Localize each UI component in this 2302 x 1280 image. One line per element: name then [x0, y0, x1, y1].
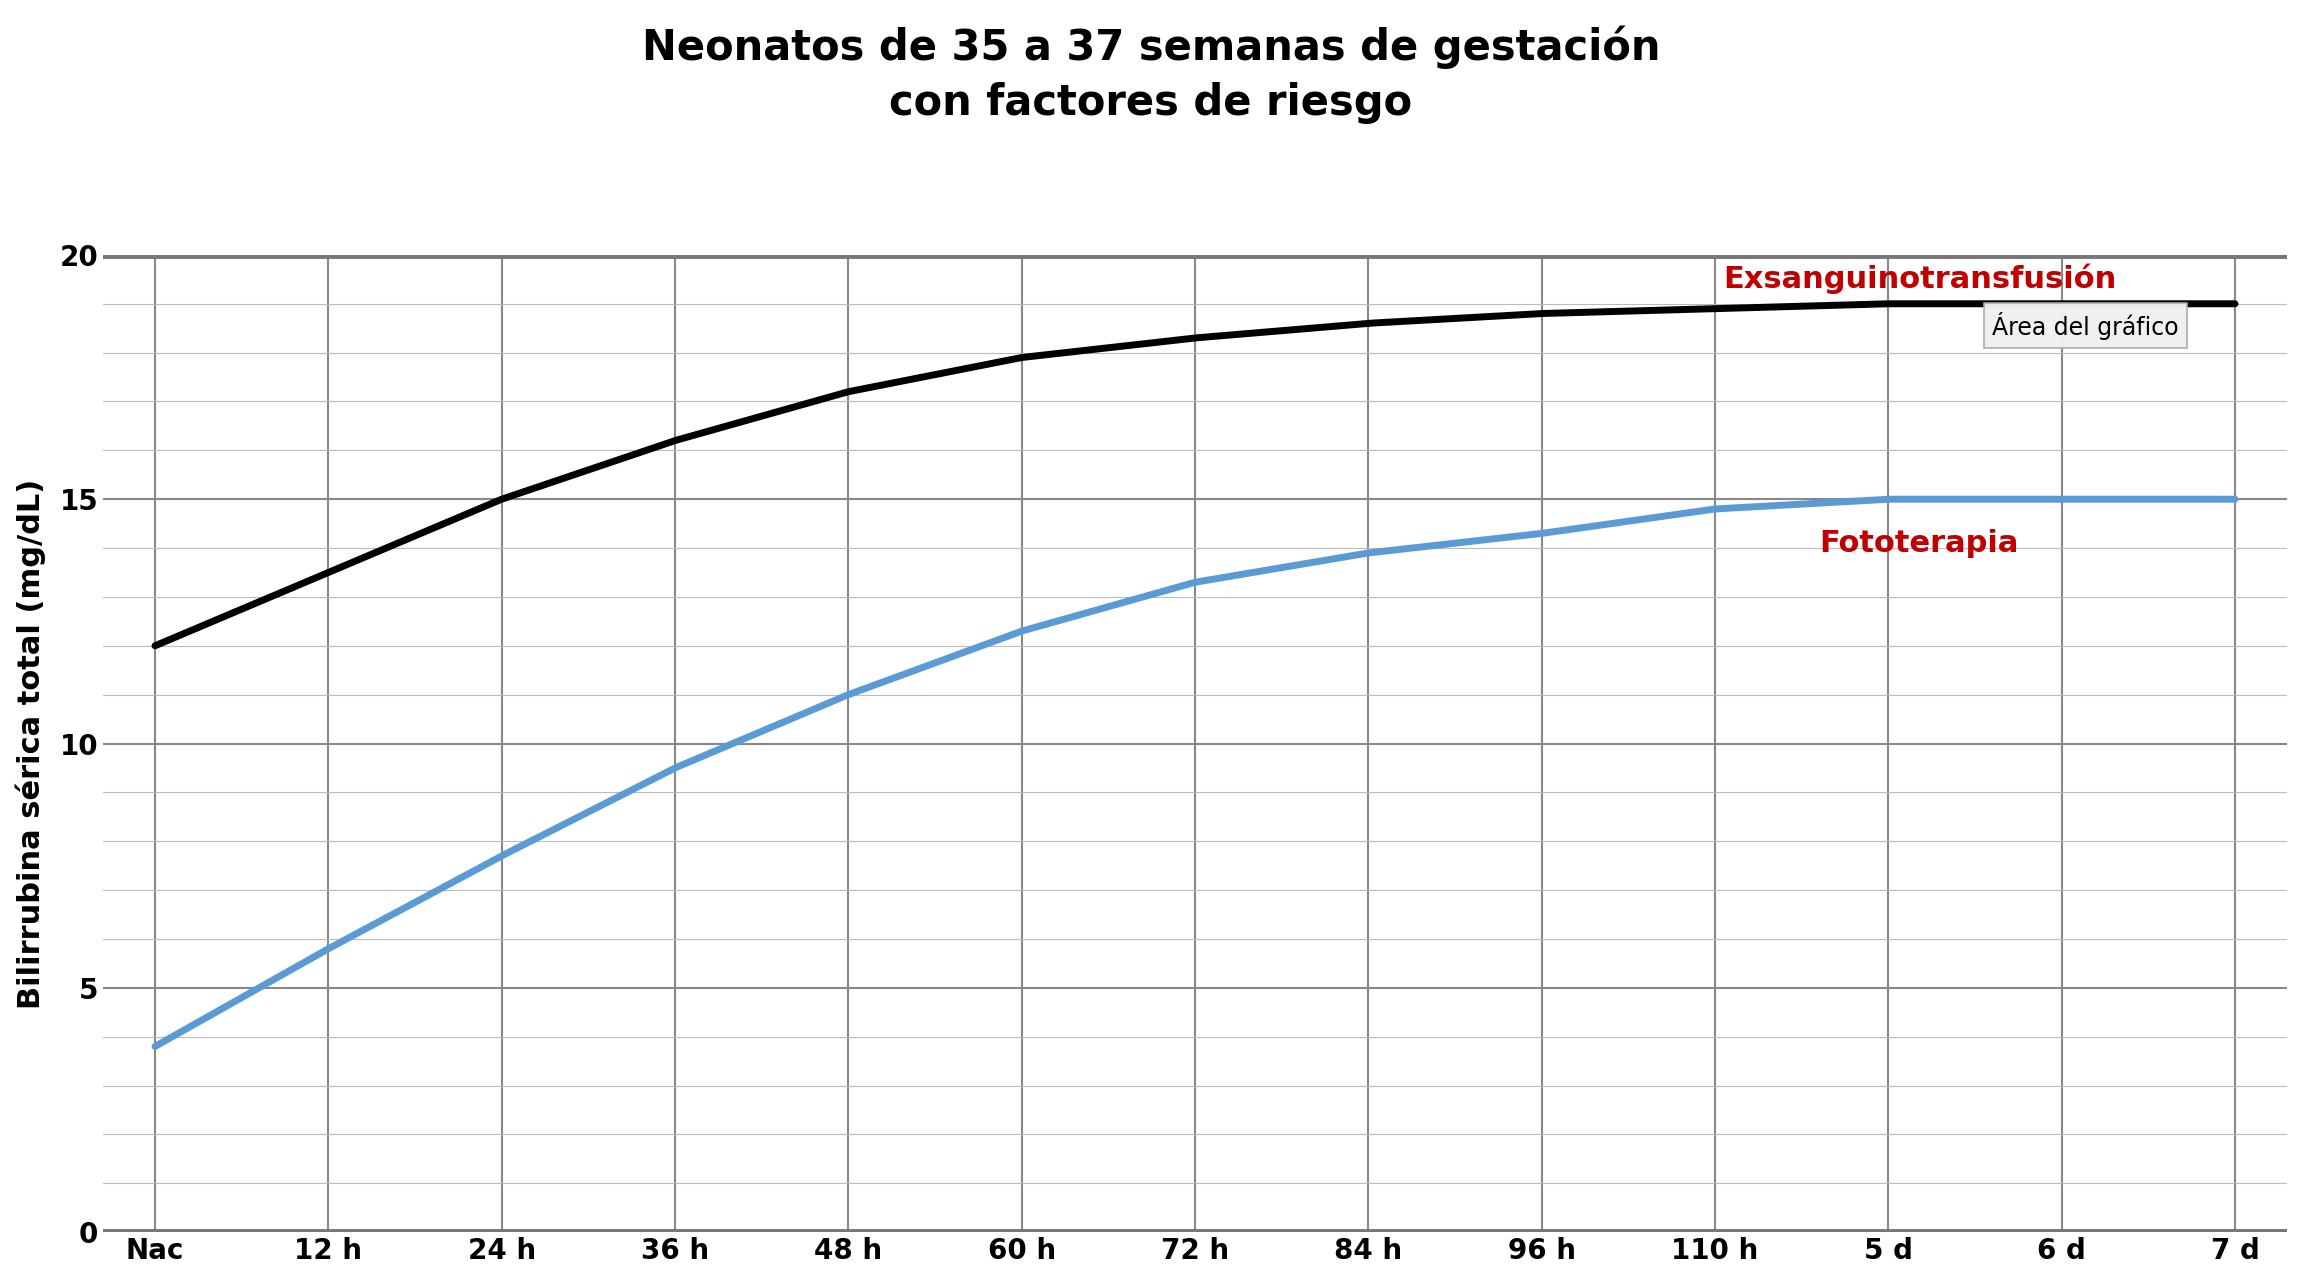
Text: Fototerapia: Fototerapia	[1819, 529, 2019, 558]
Text: Área del gráfico: Área del gráfico	[1991, 312, 2180, 339]
Text: Neonatos de 35 a 37 semanas de gestación
con factores de riesgo: Neonatos de 35 a 37 semanas de gestación…	[642, 26, 1660, 124]
Text: Exsanguinotransfusión: Exsanguinotransfusión	[1724, 264, 2118, 294]
Y-axis label: Bilirrubina sérica total (mg/dL): Bilirrubina sérica total (mg/dL)	[16, 479, 46, 1009]
